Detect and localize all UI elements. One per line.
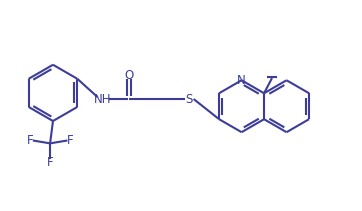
Text: NH: NH [94,92,111,106]
Text: F: F [67,134,73,147]
Text: N: N [237,74,246,87]
Text: F: F [47,156,54,169]
Text: F: F [27,134,34,147]
Text: S: S [185,92,193,106]
Text: O: O [124,69,133,82]
